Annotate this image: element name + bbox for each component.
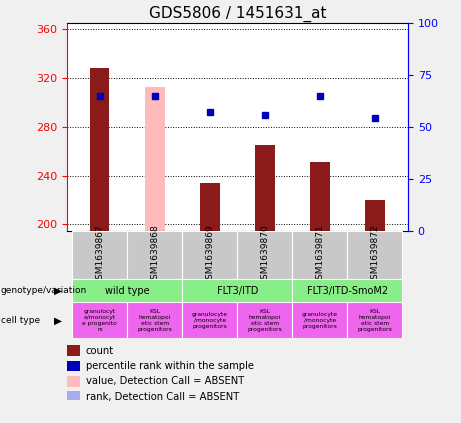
Bar — [366, 200, 384, 231]
Bar — [255, 145, 275, 231]
Text: GSM1639871: GSM1639871 — [315, 225, 325, 285]
Text: GSM1639872: GSM1639872 — [371, 225, 379, 285]
Bar — [292, 231, 348, 279]
Bar — [292, 279, 402, 302]
Text: GSM1639868: GSM1639868 — [150, 225, 160, 285]
Bar — [67, 391, 80, 402]
Text: rank, Detection Call = ABSENT: rank, Detection Call = ABSENT — [86, 392, 239, 402]
Text: KSL
hematopoi
etic stem
progenitors: KSL hematopoi etic stem progenitors — [248, 309, 282, 332]
Bar — [310, 162, 330, 231]
Text: FLT3/ITD-SmoM2: FLT3/ITD-SmoM2 — [307, 286, 388, 296]
Bar — [127, 231, 183, 279]
Bar — [183, 302, 237, 338]
Text: granulocyte
/monocyte
progenitors: granulocyte /monocyte progenitors — [192, 312, 228, 329]
Bar — [348, 231, 402, 279]
Text: GSM1639870: GSM1639870 — [260, 225, 269, 285]
Bar — [292, 302, 348, 338]
Bar — [72, 231, 127, 279]
Bar — [348, 302, 402, 338]
Text: ▶: ▶ — [54, 316, 62, 325]
Text: FLT3/ITD: FLT3/ITD — [217, 286, 258, 296]
Bar — [145, 87, 165, 231]
Bar — [67, 345, 80, 356]
Text: granulocyte
/monocyte
progenitors: granulocyte /monocyte progenitors — [302, 312, 338, 329]
Text: GSM1639869: GSM1639869 — [206, 225, 214, 285]
Bar — [90, 69, 109, 231]
Bar — [67, 361, 80, 371]
Bar — [183, 279, 292, 302]
Bar — [237, 302, 292, 338]
Text: KSL
hematopoi
etic stem
progenitors: KSL hematopoi etic stem progenitors — [358, 309, 392, 332]
Bar — [237, 231, 292, 279]
Text: granulocyt
e/monocyt
e progenito
rs: granulocyt e/monocyt e progenito rs — [83, 309, 117, 332]
Bar — [127, 302, 183, 338]
Bar — [183, 231, 237, 279]
Bar — [72, 302, 127, 338]
Text: KSL
hematopoi
etic stem
progenitors: KSL hematopoi etic stem progenitors — [137, 309, 172, 332]
Text: ▶: ▶ — [54, 286, 62, 296]
Text: GSM1639867: GSM1639867 — [95, 225, 104, 285]
Text: wild type: wild type — [105, 286, 150, 296]
Text: count: count — [86, 346, 114, 356]
Text: value, Detection Call = ABSENT: value, Detection Call = ABSENT — [86, 376, 244, 386]
Title: GDS5806 / 1451631_at: GDS5806 / 1451631_at — [148, 5, 326, 22]
Text: cell type: cell type — [1, 316, 40, 325]
Bar — [200, 183, 219, 231]
Bar — [67, 376, 80, 387]
Text: percentile rank within the sample: percentile rank within the sample — [86, 361, 254, 371]
Bar — [72, 279, 183, 302]
Text: genotype/variation: genotype/variation — [1, 286, 87, 295]
